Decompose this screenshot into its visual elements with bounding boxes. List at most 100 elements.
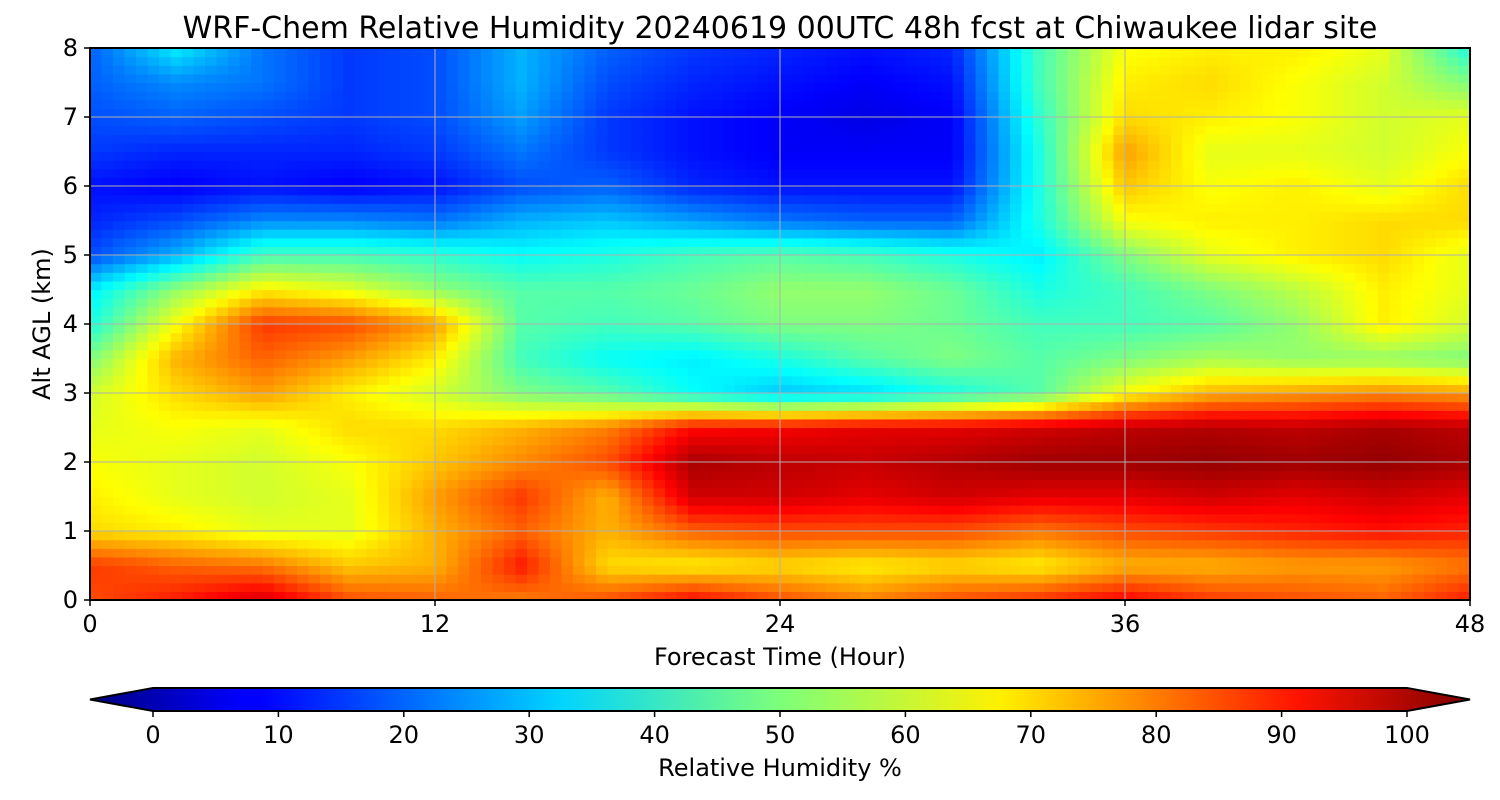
heatmap-cell (791, 401, 804, 411)
heatmap-cell (1171, 298, 1184, 308)
heatmap-cell (561, 375, 574, 385)
heatmap-cell (1389, 513, 1402, 523)
heatmap-cell (1332, 427, 1345, 437)
heatmap-cell (1435, 565, 1448, 575)
heatmap-cell (642, 289, 655, 299)
heatmap-cell (860, 315, 873, 325)
heatmap-cell (113, 375, 126, 385)
heatmap-cell (239, 462, 252, 472)
heatmap-cell (1205, 513, 1218, 523)
heatmap-cell (895, 539, 908, 549)
heatmap-cell (665, 332, 678, 342)
heatmap-cell (1435, 496, 1448, 506)
heatmap-cell (228, 255, 241, 265)
heatmap-cell (780, 349, 793, 360)
heatmap-cell (124, 591, 137, 600)
heatmap-cell (193, 349, 206, 360)
heatmap-cell (400, 410, 413, 420)
heatmap-cell (906, 582, 919, 592)
heatmap-cell (1309, 591, 1322, 600)
heatmap-cell (653, 358, 666, 368)
heatmap-cell (711, 444, 724, 454)
heatmap-cell (630, 522, 643, 532)
heatmap-cell (768, 306, 781, 316)
heatmap-cell (297, 427, 310, 437)
heatmap-cell (124, 531, 137, 541)
heatmap-cell (780, 444, 793, 454)
heatmap-cell (1424, 393, 1437, 403)
heatmap-cell (1412, 375, 1425, 385)
heatmap-cell (1148, 496, 1161, 506)
heatmap-cell (1021, 539, 1034, 549)
heatmap-cell (274, 298, 287, 308)
heatmap-cell (377, 255, 390, 265)
heatmap-cell (1447, 298, 1460, 308)
heatmap-cell (216, 591, 229, 600)
heatmap-cell (389, 237, 402, 247)
heatmap-cell (1021, 505, 1034, 515)
heatmap-cell (929, 393, 942, 403)
heatmap-cell (1067, 315, 1080, 325)
heatmap-cell (1217, 315, 1230, 325)
heatmap-cell (469, 410, 482, 420)
heatmap-cell (906, 531, 919, 541)
heatmap-cell (929, 410, 942, 420)
heatmap-cell (1401, 556, 1414, 567)
heatmap-cell (423, 531, 436, 541)
heatmap-cell (699, 496, 712, 506)
heatmap-cell (1182, 263, 1195, 273)
heatmap-cell (607, 505, 620, 515)
heatmap-cell (354, 280, 367, 291)
heatmap-cell (872, 393, 885, 403)
heatmap-cell (872, 591, 885, 600)
heatmap-cell (1148, 384, 1161, 394)
heatmap-cell (653, 384, 666, 394)
heatmap-cell (1021, 255, 1034, 265)
heatmap-cell (1401, 272, 1414, 282)
heatmap-cell (1205, 263, 1218, 273)
heatmap-cell (331, 298, 344, 308)
heatmap-cell (205, 565, 218, 575)
heatmap-cell (1447, 306, 1460, 316)
heatmap-cell (860, 375, 873, 385)
heatmap-cell (1366, 436, 1379, 446)
heatmap-cell (584, 263, 597, 273)
heatmap-cell (538, 272, 551, 282)
heatmap-cell (481, 324, 494, 334)
heatmap-cell (481, 263, 494, 273)
heatmap-cell (285, 393, 298, 403)
heatmap-cell (1435, 246, 1448, 256)
heatmap-cell (504, 565, 517, 575)
heatmap-cell (1113, 246, 1126, 256)
heatmap-cell (1021, 487, 1034, 498)
heatmap-cell (1171, 358, 1184, 368)
heatmap-cell (297, 444, 310, 454)
heatmap-cell (251, 522, 264, 532)
heatmap-cell (895, 556, 908, 567)
heatmap-cell (699, 324, 712, 334)
heatmap-cell (1125, 462, 1138, 472)
heatmap-cell (366, 393, 379, 403)
heatmap-cell (182, 522, 195, 532)
heatmap-cell (1366, 582, 1379, 592)
heatmap-cell (630, 453, 643, 463)
heatmap-cell (1102, 479, 1115, 489)
heatmap-cell (458, 306, 471, 316)
heatmap-cell (1366, 298, 1379, 308)
heatmap-cell (561, 531, 574, 541)
heatmap-cell (1102, 315, 1115, 325)
heatmap-cell (1355, 393, 1368, 403)
heatmap-cell (1044, 367, 1057, 377)
heatmap-cell (849, 582, 862, 592)
heatmap-cell (768, 358, 781, 368)
heatmap-cell (1159, 332, 1172, 342)
heatmap-cell (929, 556, 942, 567)
heatmap-cell (964, 582, 977, 592)
heatmap-cell (1343, 315, 1356, 325)
heatmap-cell (1033, 479, 1046, 489)
heatmap-cell (895, 358, 908, 368)
heatmap-cell (1056, 375, 1069, 385)
heatmap-cell (952, 358, 965, 368)
heatmap-cell (343, 522, 356, 532)
heatmap-cell (412, 427, 425, 437)
